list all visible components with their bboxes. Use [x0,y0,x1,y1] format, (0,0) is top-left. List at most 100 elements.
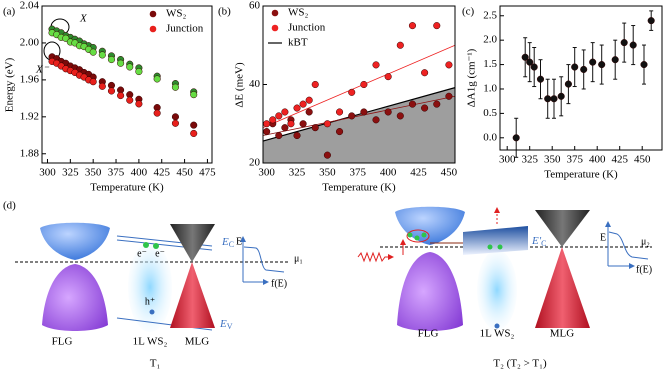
fit-line [262,95,456,136]
band-symbol: E [221,236,229,248]
x-tick-label: 350 [85,167,102,179]
inset-function-label: f(E) [636,264,652,275]
data-point [360,108,368,116]
data-point [536,75,545,83]
data-point [629,41,637,49]
y-tick-label: 60 [249,0,261,12]
y-axis-title: Energy (eV) [4,57,16,112]
data-point [589,58,597,66]
data-point [336,128,344,136]
x-tick-label: 400 [589,154,606,166]
data-point [445,61,453,69]
band-subscript: C [541,239,546,248]
data-point [550,95,558,103]
band-label: EC [221,236,234,249]
data-point [396,41,404,49]
data-point [263,128,271,136]
x-tick-label: 450 [176,167,193,179]
data-point [107,56,116,64]
plot-frame [41,5,213,164]
flg-valence-cone [42,264,108,331]
flg-valence-cone [397,252,463,331]
y-tick-label: 1.88 [20,147,40,159]
electron [421,232,427,238]
data-point [190,91,198,99]
x-tick-label: 325 [62,167,79,179]
material-label: MLG [185,336,210,348]
x-tick-label: 375 [108,167,125,179]
y-tick-label: 40 [249,78,261,90]
mlg-upper-cone [535,210,590,247]
x-tick-label: 475 [199,167,216,179]
y-tick-label: 1.96 [20,73,40,85]
mlg-upper-cone [170,224,215,262]
x-tick-label: 450 [441,167,458,179]
data-point [98,51,106,59]
data-point [396,112,404,120]
data-point [580,65,588,74]
x-tick-label: 400 [380,167,397,179]
x-tick-label: 425 [410,167,427,179]
data-point [408,100,417,108]
data-point [117,92,125,100]
data-point [564,80,572,88]
plot-frame [262,5,456,164]
fit-line [262,44,456,129]
inset-axis-label: E [600,232,606,243]
x-tick-label: 425 [153,167,170,179]
electron [153,243,159,249]
data-point [275,112,283,120]
fermi-dirac-curve [608,231,649,260]
band-label: E′C [531,235,546,248]
electron [414,235,420,241]
band-subscript: V [227,322,233,331]
data-point [275,131,283,140]
carrier-label: h⁺ [145,296,155,307]
carrier-label: e⁻ [137,248,147,259]
data-point [348,112,356,120]
data-point [98,82,106,90]
material-label: 1L WS₂ [480,328,515,340]
data-point [384,108,392,116]
x-tick-label: 400 [131,167,148,179]
data-point [107,87,116,95]
x-tick-label: 350 [544,154,561,166]
data-point [323,120,331,128]
ws2-glow [477,250,517,330]
legend-marker [271,24,279,32]
data-point [293,131,301,140]
y-tick-label: 2.5 [483,9,497,21]
x-tick-label: 300 [499,154,516,166]
plot-frame [499,5,663,151]
data-point [611,56,619,64]
electron [407,232,413,238]
x-tick-label: 375 [566,154,583,166]
data-point [408,22,417,30]
y-tick-label: 0.5 [483,107,497,119]
panel-label: (c) [462,6,475,18]
material-label: MLG [550,328,575,340]
data-point [89,48,97,56]
y-tick-label: 1.92 [20,110,39,122]
x-axis-title: Temperature (K) [322,182,396,194]
data-point [126,63,134,71]
panel-label: (b) [218,6,231,18]
legend-marker [271,9,279,17]
x-tick-label: 425 [611,154,628,166]
data-point [190,121,198,129]
inset-axis-label: E [236,236,242,247]
y-tick-label: 0.0 [483,131,497,143]
x-tick-label: 300 [39,167,56,179]
data-point [421,104,429,112]
data-point [171,119,179,127]
hot-carrier-loop [406,229,430,243]
inset-function-label: f(E) [271,278,287,289]
y-tick-label: 2.00 [20,36,40,48]
data-point [153,75,161,83]
legend-label: Junction [166,23,204,35]
x-axis-title: Temperature (K) [90,182,164,194]
legend-label: kBT [288,37,308,49]
data-point [372,116,380,124]
diagram: (d) e⁻ e⁻ h⁺ EC EV E f(E) μ₁ FLG 1L WS₂ … [3,200,652,370]
